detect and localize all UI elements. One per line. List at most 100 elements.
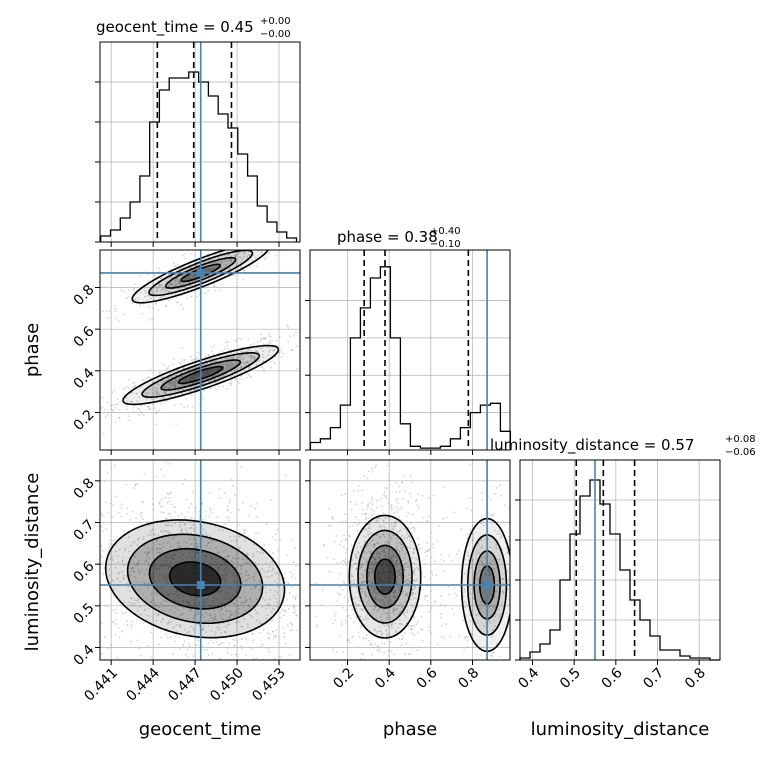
sample-point xyxy=(166,530,169,532)
sample-point xyxy=(152,394,155,397)
sample-point xyxy=(196,613,199,616)
sample-point xyxy=(214,381,217,384)
sample-point xyxy=(379,553,382,555)
sample-point xyxy=(361,563,364,565)
sample-point xyxy=(187,655,190,658)
sample-point xyxy=(443,637,446,639)
sample-point xyxy=(405,600,408,603)
sample-point xyxy=(157,534,160,536)
hist-luminosity-distance: 0.4 0.5 0.6 0.7 0.8 xyxy=(515,459,721,692)
sample-point xyxy=(168,496,171,499)
sample-point xyxy=(331,518,334,520)
sample-point xyxy=(412,570,415,572)
sample-point xyxy=(202,528,205,531)
sample-point xyxy=(201,533,204,536)
sample-point xyxy=(248,577,251,580)
sample-point xyxy=(360,563,363,566)
sample-point xyxy=(494,625,496,628)
sample-point xyxy=(130,623,133,626)
sample-point xyxy=(390,567,392,569)
sample-point xyxy=(472,597,474,600)
sample-point xyxy=(374,561,377,564)
sample-point xyxy=(151,592,153,595)
sample-point xyxy=(267,604,269,607)
sample-point xyxy=(208,604,210,607)
sample-point xyxy=(119,400,121,403)
sample-point xyxy=(405,642,407,645)
sample-point xyxy=(369,589,371,591)
sample-point xyxy=(109,502,112,505)
sample-point xyxy=(170,293,173,296)
sample-point xyxy=(414,592,417,595)
sample-point xyxy=(277,603,280,606)
sample-point xyxy=(190,253,193,255)
sample-point xyxy=(169,381,172,384)
sample-point xyxy=(204,555,207,557)
sample-point xyxy=(169,463,171,465)
sample-point xyxy=(238,524,241,526)
sample-point xyxy=(208,538,211,541)
sample-point xyxy=(187,511,190,514)
sample-point xyxy=(367,517,370,520)
sample-point xyxy=(107,647,110,650)
sample-point xyxy=(209,387,212,390)
sample-point xyxy=(373,567,376,570)
sample-point xyxy=(123,601,125,604)
sample-point xyxy=(413,580,416,582)
sample-point xyxy=(250,350,253,352)
sample-point xyxy=(195,614,197,617)
sample-point xyxy=(114,307,117,310)
sample-point xyxy=(401,549,404,552)
sample-point xyxy=(278,351,281,354)
sample-point xyxy=(236,253,239,256)
sample-point xyxy=(230,379,233,382)
sample-point xyxy=(392,608,395,611)
sample-point xyxy=(389,571,392,573)
sample-point xyxy=(251,575,254,578)
sample-point xyxy=(258,621,260,624)
sample-point xyxy=(146,614,149,617)
sample-point xyxy=(192,523,195,526)
sample-point xyxy=(280,356,283,358)
sample-point xyxy=(161,546,164,548)
sample-point xyxy=(367,503,370,506)
sample-point xyxy=(373,543,376,545)
sample-point xyxy=(144,290,147,292)
sample-point xyxy=(217,551,220,553)
sample-point xyxy=(245,562,248,564)
sample-point xyxy=(403,612,406,615)
sample-point xyxy=(368,602,371,605)
sample-point xyxy=(273,594,276,597)
sample-point xyxy=(172,370,175,373)
sample-point xyxy=(397,573,400,576)
sample-point xyxy=(141,313,144,315)
sample-point xyxy=(268,335,270,337)
sample-point xyxy=(208,614,211,616)
sample-point xyxy=(133,602,136,605)
sample-point xyxy=(166,377,169,379)
sample-point xyxy=(399,572,401,575)
sample-point xyxy=(289,571,291,573)
sample-point xyxy=(342,606,344,609)
sample-point xyxy=(215,388,218,391)
sample-point xyxy=(359,627,361,629)
sample-point xyxy=(389,548,391,551)
sample-point xyxy=(141,412,143,415)
sample-point xyxy=(379,580,381,582)
sample-point xyxy=(384,624,386,627)
sample-point xyxy=(179,648,182,651)
sample-point xyxy=(185,277,188,280)
sample-point xyxy=(179,546,182,549)
sample-point xyxy=(212,617,215,619)
sample-point xyxy=(151,528,154,531)
sample-point xyxy=(186,276,188,279)
sample-point xyxy=(385,547,388,549)
sample-point xyxy=(393,610,396,612)
sample-point xyxy=(115,609,117,611)
sample-point xyxy=(163,564,165,567)
sample-point xyxy=(233,614,236,617)
sample-point xyxy=(213,560,216,563)
sample-point xyxy=(217,528,220,531)
sample-point xyxy=(152,616,155,619)
sample-point xyxy=(484,600,487,603)
